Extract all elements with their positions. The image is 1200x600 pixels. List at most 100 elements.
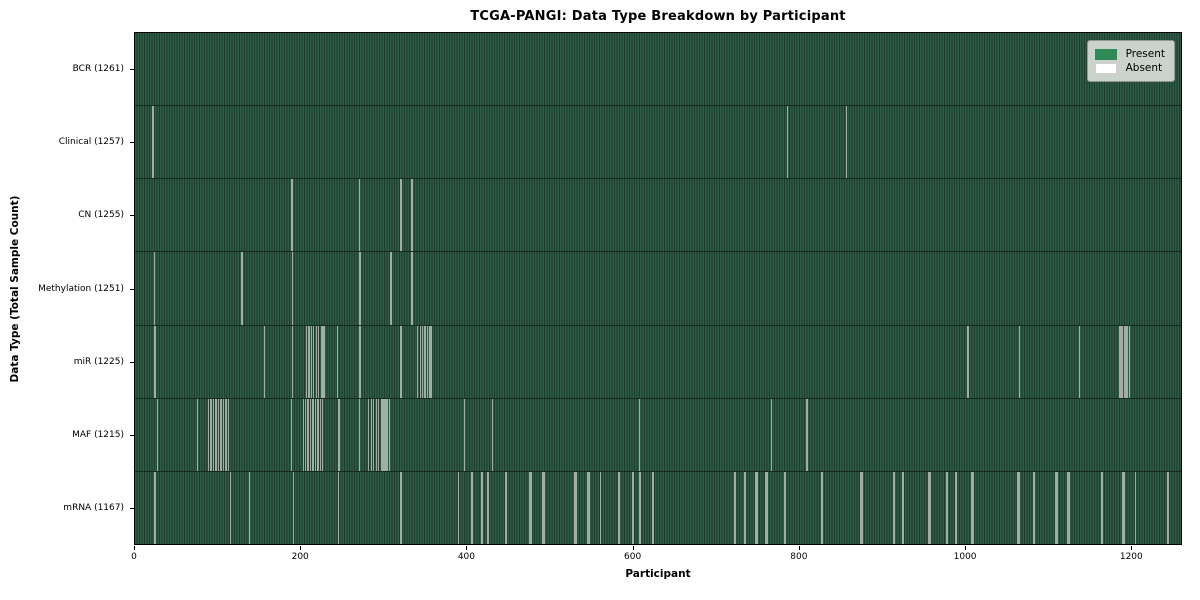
absent-mark — [313, 325, 315, 398]
absent-mark — [290, 398, 293, 471]
absent-mark — [618, 471, 620, 544]
absent-mark — [632, 471, 634, 544]
data-row-Clinical — [135, 106, 1181, 180]
absent-mark — [651, 471, 653, 544]
absent-mark — [358, 179, 361, 252]
chart-title: TCGA-PANGI: Data Type Breakdown by Parti… — [470, 9, 846, 24]
absent-mark — [411, 252, 413, 325]
absent-mark — [543, 471, 545, 544]
absent-mark — [928, 471, 930, 544]
absent-mark — [154, 325, 156, 398]
y-tick-mark — [130, 288, 134, 290]
absent-mark — [411, 179, 413, 252]
absent-mark — [1054, 471, 1056, 544]
absent-mark — [845, 106, 847, 179]
y-axis: BCR (1261) Clinical (1257) CN (1255) Methyl… — [0, 32, 134, 545]
absent-mark — [946, 471, 948, 544]
absent-mark — [902, 471, 904, 544]
absent-mark — [1032, 471, 1034, 544]
absent-mark — [1078, 325, 1081, 398]
legend-label-present: Present — [1125, 48, 1165, 60]
absent-mark — [1122, 325, 1124, 398]
absent-mark — [359, 325, 361, 398]
absent-mark — [230, 471, 232, 544]
absent-mark — [305, 325, 307, 398]
x-tick-label: 1000 — [953, 552, 977, 562]
absent-mark — [573, 471, 575, 544]
absent-mark — [417, 325, 419, 398]
absent-mark — [220, 398, 222, 471]
absent-mark — [543, 471, 546, 544]
absent-mark — [733, 471, 735, 544]
absent-mark — [426, 325, 429, 398]
absent-mark — [955, 471, 957, 544]
absent-mark — [744, 471, 746, 544]
absent-mark — [1118, 325, 1120, 398]
absent-mark — [576, 471, 578, 544]
absent-mark — [419, 325, 421, 398]
absent-mark — [529, 471, 531, 544]
absent-mark — [291, 179, 293, 252]
absent-mark — [1055, 471, 1057, 544]
absent-mark — [1128, 325, 1130, 398]
absent-mark — [318, 398, 320, 471]
absent-mark — [207, 398, 210, 471]
absent-mark — [375, 398, 377, 471]
absent-mark — [315, 398, 317, 471]
absent-mark — [400, 179, 402, 252]
x-tick-mark — [798, 546, 800, 550]
absent-mark — [1102, 471, 1104, 544]
absent-mark — [487, 471, 489, 544]
absent-mark — [639, 398, 641, 471]
absent-mark — [893, 471, 896, 544]
absent-mark — [785, 471, 787, 544]
y-tick-mark — [130, 361, 134, 363]
x-axis: 0 200 400 600 800 1000 1200 — [131, 545, 1182, 567]
absent-mark — [292, 471, 294, 544]
x-tick-mark — [1131, 546, 1133, 550]
absent-mark — [1018, 471, 1020, 544]
absent-mark — [471, 471, 473, 544]
absent-mark — [504, 471, 507, 544]
y-tick-label: BCR (1261) — [72, 63, 124, 74]
data-row-mRNA — [135, 471, 1181, 544]
absent-mark — [319, 398, 322, 471]
absent-mark — [290, 179, 293, 252]
absent-mark — [227, 398, 229, 471]
x-axis-label: Participant — [625, 568, 691, 580]
absent-mark — [806, 398, 808, 471]
x-tick-label: 1200 — [1119, 552, 1143, 562]
absent-mark — [338, 398, 340, 471]
absent-mark — [617, 471, 619, 544]
absent-mark — [1056, 471, 1058, 544]
absent-mark — [1125, 325, 1127, 398]
absent-mark — [587, 471, 589, 544]
absent-mark — [928, 471, 930, 544]
absent-mark — [756, 471, 758, 544]
absent-mark — [457, 471, 459, 544]
y-tick-mark — [130, 68, 134, 70]
absent-mark — [318, 325, 320, 398]
absent-mark — [1134, 471, 1136, 544]
absent-mark — [599, 471, 601, 544]
absent-mark — [324, 325, 326, 398]
x-tick-label: 200 — [291, 552, 309, 562]
absent-mark — [966, 325, 969, 398]
absent-mark — [401, 471, 403, 544]
absent-mark — [757, 471, 759, 544]
x-tick-mark — [134, 546, 135, 550]
absent-mark — [338, 471, 340, 544]
absent-mark — [154, 471, 156, 544]
absent-mark — [766, 471, 768, 544]
absent-mark — [156, 398, 158, 471]
absent-mark — [310, 325, 312, 398]
absent-mark — [310, 398, 312, 471]
absent-mark — [1122, 471, 1124, 544]
absent-mark — [358, 252, 361, 325]
absent-mark — [1069, 471, 1071, 544]
absent-mark — [385, 398, 387, 471]
absent-mark — [368, 398, 370, 471]
data-row-Methylation — [135, 252, 1181, 326]
absent-mark — [1123, 325, 1125, 398]
